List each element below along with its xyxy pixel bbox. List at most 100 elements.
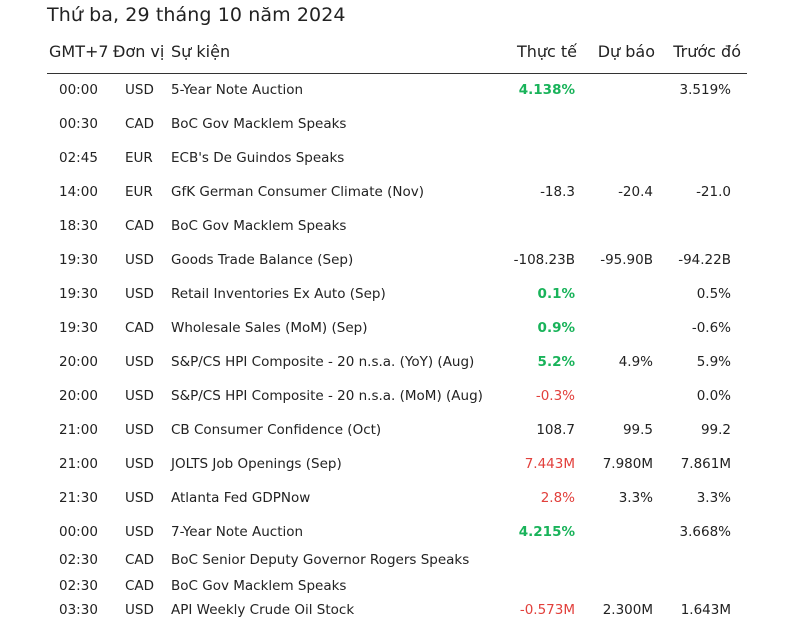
table-row[interactable]: 00:30 CAD BoC Gov Macklem Speaks <box>47 112 747 136</box>
header-actual[interactable]: Thực tế <box>516 42 577 61</box>
event-name[interactable]: Retail Inventories Ex Auto (Sep) <box>171 286 386 302</box>
table-row[interactable]: 18:30 CAD BoC Gov Macklem Speaks <box>47 214 747 238</box>
event-currency: USD <box>125 422 154 438</box>
event-time: 02:30 <box>59 578 98 594</box>
event-currency: USD <box>125 388 154 404</box>
event-name[interactable]: BoC Gov Macklem Speaks <box>171 116 347 132</box>
event-previous: 5.9% <box>696 354 731 370</box>
event-currency: USD <box>125 490 154 506</box>
event-currency: CAD <box>125 320 155 336</box>
event-name[interactable]: Wholesale Sales (MoM) (Sep) <box>171 320 368 336</box>
event-previous: -94.22B <box>678 252 731 268</box>
table-row[interactable]: 02:30 CAD BoC Gov Macklem Speaks <box>47 574 747 598</box>
event-previous: 7.861M <box>680 456 731 472</box>
event-name[interactable]: JOLTS Job Openings (Sep) <box>171 456 342 472</box>
event-currency: USD <box>125 524 154 540</box>
event-name[interactable]: 7-Year Note Auction <box>171 524 304 540</box>
event-name[interactable]: Atlanta Fed GDPNow <box>171 490 311 506</box>
event-time: 20:00 <box>59 388 98 404</box>
header-event[interactable]: Sự kiện <box>171 42 231 61</box>
event-time: 19:30 <box>59 286 98 302</box>
header-currency[interactable]: Đơn vị <box>113 42 165 61</box>
table-header: GMT+7 Đơn vị Sự kiện Thực tế Dự báo Trướ… <box>47 42 747 74</box>
table-row[interactable]: 19:30 USD Retail Inventories Ex Auto (Sep)… <box>47 282 747 306</box>
event-currency: USD <box>125 252 154 268</box>
event-previous: 99.2 <box>700 422 731 438</box>
table-row[interactable]: 19:30 CAD Wholesale Sales (MoM) (Sep) 0.9% -… <box>47 316 747 340</box>
table-row[interactable]: 00:00 USD 7-Year Note Auction 4.215% 3.668% <box>47 520 747 544</box>
event-name[interactable]: BoC Senior Deputy Governor Rogers Speaks <box>171 552 470 568</box>
table-row[interactable]: 21:00 USD JOLTS Job Openings (Sep) 7.443M 7.… <box>47 452 747 476</box>
event-actual: -108.23B <box>513 252 575 268</box>
event-currency: USD <box>125 456 154 472</box>
event-currency: USD <box>125 82 154 98</box>
event-time: 00:00 <box>59 82 98 98</box>
event-previous: 0.5% <box>696 286 731 302</box>
header-forecast[interactable]: Dự báo <box>597 42 655 61</box>
event-actual: 4.138% <box>518 82 575 98</box>
header-previous[interactable]: Trước đó <box>673 42 741 61</box>
event-name[interactable]: GfK German Consumer Climate (Nov) <box>171 184 424 200</box>
event-forecast: -20.4 <box>618 184 653 200</box>
event-actual: 108.7 <box>536 422 575 438</box>
event-time: 21:00 <box>59 456 98 472</box>
event-name[interactable]: S&P/CS HPI Composite - 20 n.s.a. (MoM) (… <box>171 388 483 404</box>
event-time: 21:30 <box>59 490 98 506</box>
table-row[interactable]: 02:45 EUR ECB's De Guindos Speaks <box>47 146 747 170</box>
event-actual: -0.573M <box>519 602 575 618</box>
table-row[interactable]: 03:30 USD API Weekly Crude Oil Stock -0.573… <box>47 598 747 622</box>
event-name[interactable]: ECB's De Guindos Speaks <box>171 150 345 166</box>
table-row[interactable]: 20:00 USD S&P/CS HPI Composite - 20 n.s.a.… <box>47 350 747 374</box>
event-name[interactable]: Goods Trade Balance (Sep) <box>171 252 354 268</box>
table-row[interactable]: 14:00 EUR GfK German Consumer Climate (Nov… <box>47 180 747 204</box>
event-actual: -18.3 <box>540 184 575 200</box>
event-currency: CAD <box>125 218 155 234</box>
event-name[interactable]: API Weekly Crude Oil Stock <box>171 602 355 618</box>
event-actual: 5.2% <box>537 354 575 370</box>
event-previous: 3.668% <box>679 524 731 540</box>
event-currency: CAD <box>125 116 155 132</box>
table-row[interactable]: 19:30 USD Goods Trade Balance (Sep) -108.23… <box>47 248 747 272</box>
event-actual: 7.443M <box>524 456 575 472</box>
event-previous: 1.643M <box>680 602 731 618</box>
event-time: 14:00 <box>59 184 98 200</box>
event-name[interactable]: S&P/CS HPI Composite - 20 n.s.a. (YoY) (… <box>171 354 475 370</box>
date-title: Thứ ba, 29 tháng 10 năm 2024 <box>47 4 346 26</box>
event-forecast: 2.300M <box>602 602 653 618</box>
table-row[interactable]: 00:00 USD 5-Year Note Auction 4.138% 3.519% <box>47 78 747 102</box>
event-name[interactable]: BoC Gov Macklem Speaks <box>171 578 347 594</box>
event-time: 02:45 <box>59 150 98 166</box>
event-previous: 3.519% <box>679 82 731 98</box>
event-forecast: 99.5 <box>622 422 653 438</box>
event-actual: 2.8% <box>540 490 575 506</box>
event-previous: -0.6% <box>691 320 731 336</box>
event-forecast: 7.980M <box>602 456 653 472</box>
event-previous: 0.0% <box>696 388 731 404</box>
event-time: 19:30 <box>59 252 98 268</box>
event-currency: EUR <box>125 150 153 166</box>
table-row[interactable]: 02:30 CAD BoC Senior Deputy Governor Roger… <box>47 548 747 572</box>
event-name[interactable]: CB Consumer Confidence (Oct) <box>171 422 382 438</box>
table-row[interactable]: 21:30 USD Atlanta Fed GDPNow 2.8% 3.3% 3.3% <box>47 486 747 510</box>
table-row[interactable]: 20:00 USD S&P/CS HPI Composite - 20 n.s.a.… <box>47 384 747 408</box>
event-time: 03:30 <box>59 602 98 618</box>
event-currency: EUR <box>125 184 153 200</box>
event-time: 19:30 <box>59 320 98 336</box>
event-actual: 0.1% <box>537 286 575 302</box>
event-actual: -0.3% <box>535 388 575 404</box>
table-row[interactable]: 21:00 USD CB Consumer Confidence (Oct) 108.… <box>47 418 747 442</box>
event-forecast: -95.90B <box>600 252 653 268</box>
event-time: 18:30 <box>59 218 98 234</box>
event-forecast: 3.3% <box>618 490 653 506</box>
event-name[interactable]: 5-Year Note Auction <box>171 82 304 98</box>
event-time: 20:00 <box>59 354 98 370</box>
event-time: 00:30 <box>59 116 98 132</box>
event-time: 02:30 <box>59 552 98 568</box>
event-time: 00:00 <box>59 524 98 540</box>
event-previous: -21.0 <box>696 184 731 200</box>
event-actual: 0.9% <box>537 320 575 336</box>
event-name[interactable]: BoC Gov Macklem Speaks <box>171 218 347 234</box>
event-currency: CAD <box>125 578 155 594</box>
header-time[interactable]: GMT+7 <box>49 42 109 61</box>
